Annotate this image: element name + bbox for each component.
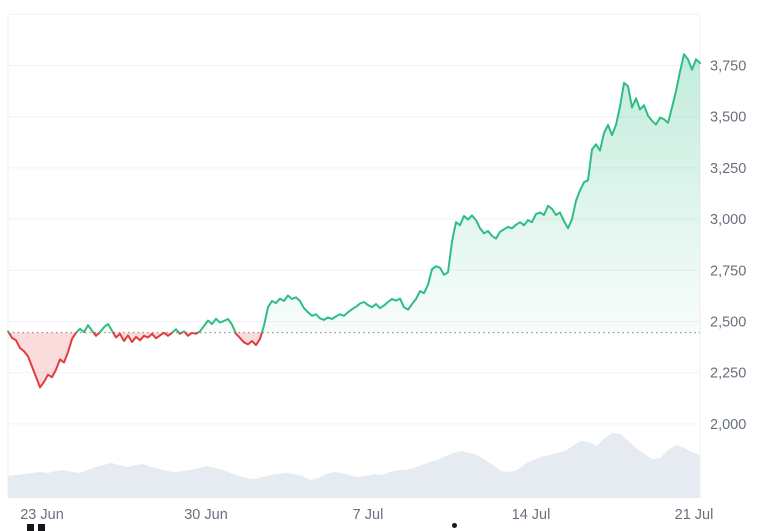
x-axis-label: 14 Jul — [512, 507, 551, 523]
price-line-down — [7, 332, 263, 389]
clipped-content-fragment — [27, 524, 45, 531]
price-below-baseline-layer — [7, 332, 263, 389]
price-line-up — [7, 53, 701, 333]
x-axis-label: 30 Jun — [184, 507, 228, 523]
x-axis-label: 21 Jul — [675, 507, 714, 523]
x-axis-label: 23 Jun — [20, 507, 64, 523]
y-axis-label: 3,000 — [710, 212, 746, 228]
volume-area-series — [8, 433, 700, 498]
y-axis-label: 3,250 — [710, 161, 746, 177]
y-axis-label: 2,750 — [710, 263, 746, 279]
y-axis-label: 3,750 — [710, 59, 746, 75]
x-axis-label: 7 Jul — [353, 507, 384, 523]
y-axis-label: 2,250 — [710, 366, 746, 382]
y-axis-label: 3,500 — [710, 110, 746, 126]
price-above-baseline-layer — [7, 53, 701, 333]
gain-area-fill — [8, 54, 700, 333]
clipped-content-fragment — [452, 523, 457, 528]
y-axis-label: 2,500 — [710, 315, 746, 331]
y-axis-label: 2,000 — [710, 417, 746, 433]
